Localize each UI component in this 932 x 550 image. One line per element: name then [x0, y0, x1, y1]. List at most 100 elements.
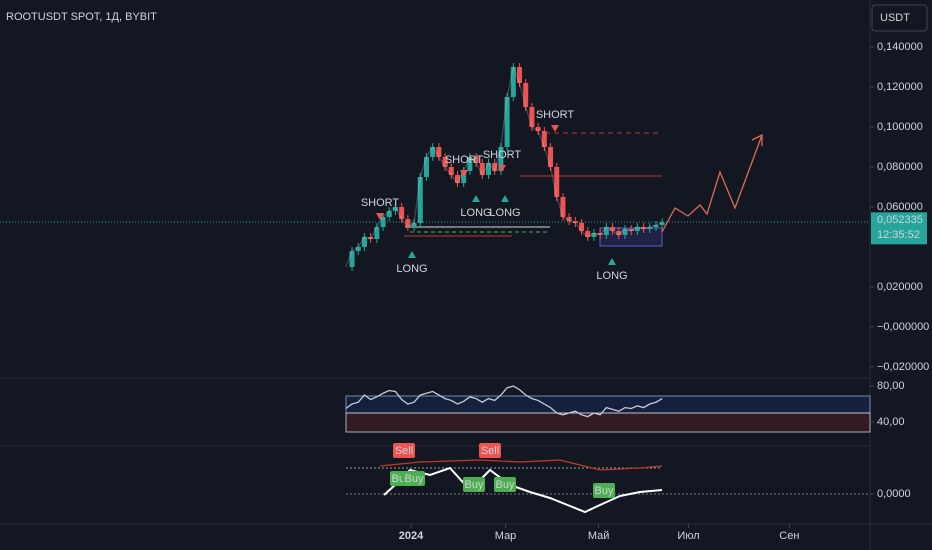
- candle: [349, 251, 355, 267]
- candle: [535, 127, 541, 131]
- chart-title: ROOTUSDT SPOT, 1Д, BYBIT: [6, 11, 157, 23]
- annotation: LONG: [489, 207, 520, 219]
- signal-box: [393, 443, 415, 458]
- x-tick-label: Май: [588, 530, 610, 542]
- currency-box[interactable]: [871, 4, 928, 32]
- candle: [417, 177, 423, 223]
- candle: [566, 217, 572, 221]
- annotation-arrow: [501, 195, 509, 202]
- candle: [423, 157, 429, 177]
- candle: [361, 237, 367, 247]
- candle: [610, 227, 616, 231]
- rsi-line: [345, 385, 663, 418]
- price-line: [345, 64, 663, 268]
- y-tick-label: 0,020000: [877, 281, 923, 293]
- x-tick-label: 2024: [399, 530, 424, 542]
- signal-box: [593, 483, 615, 498]
- candle: [486, 163, 492, 175]
- candle: [659, 222, 665, 225]
- candle: [579, 223, 585, 231]
- annotation: SHORT: [483, 149, 522, 161]
- candle: [436, 147, 442, 157]
- candle: [411, 223, 417, 227]
- candle: [492, 163, 498, 171]
- x-tick-label: Сен: [779, 530, 799, 542]
- y-tick-label: 0,120000: [877, 81, 923, 93]
- candle: [479, 163, 485, 175]
- projection: [661, 134, 763, 233]
- signal-box: [463, 477, 485, 492]
- last-price: 0,052335: [877, 214, 923, 226]
- rsi-band: [345, 395, 871, 414]
- candle: [405, 219, 411, 227]
- signal: Buy: [595, 485, 614, 497]
- countdown: 12:35:52: [877, 229, 920, 241]
- signal-box: [403, 471, 425, 486]
- candle: [448, 167, 454, 175]
- signal: Buy: [496, 479, 515, 491]
- annotation: LONG: [460, 207, 491, 219]
- candle: [597, 233, 603, 235]
- y-tick-label: 0,0000: [877, 488, 911, 500]
- annotation-arrow: [408, 251, 416, 258]
- annotation: LONG: [596, 270, 627, 282]
- candle: [641, 227, 647, 229]
- signal-box: [479, 443, 501, 458]
- candle: [523, 83, 529, 107]
- annotation-arrow: [460, 170, 468, 177]
- candle: [647, 227, 653, 229]
- candle: [392, 207, 398, 211]
- candle: [467, 157, 473, 171]
- candle: [560, 197, 566, 217]
- candle: [554, 167, 560, 197]
- signal-box: [494, 477, 516, 492]
- candle: [355, 247, 361, 251]
- y-tick-label: 0,060000: [877, 201, 923, 213]
- candle: [603, 227, 609, 235]
- y-tick-label: 0,080000: [877, 161, 923, 173]
- last-price-box: [871, 212, 927, 245]
- candle: [541, 131, 547, 147]
- annotation: SHORT: [445, 154, 484, 166]
- candle: [368, 237, 374, 239]
- y-tick-label: −0,000000: [877, 321, 929, 333]
- annotation-arrow: [608, 258, 616, 265]
- annotation-arrow: [498, 165, 506, 172]
- candle: [585, 231, 591, 237]
- candle: [380, 217, 386, 227]
- signal: Buy: [405, 473, 424, 485]
- signal: Sell: [481, 445, 499, 457]
- candle: [504, 97, 510, 147]
- y-tick-label: 0,140000: [877, 41, 923, 53]
- annotation-arrow: [472, 195, 480, 202]
- candle: [517, 67, 523, 83]
- candle: [634, 227, 640, 231]
- candle: [461, 171, 467, 183]
- signal: Sell: [395, 445, 413, 457]
- annotation-arrow: [551, 125, 559, 132]
- candle: [454, 175, 460, 183]
- candle: [628, 229, 634, 231]
- candle: [622, 229, 628, 235]
- candle: [430, 147, 436, 157]
- projection-arrow: [751, 133, 763, 146]
- candle: [510, 67, 516, 97]
- candle: [473, 157, 479, 163]
- currency: USDT: [880, 12, 910, 24]
- candle: [653, 225, 659, 227]
- oscillator-line: [379, 459, 663, 471]
- candle: [529, 107, 535, 127]
- candle: [548, 147, 554, 167]
- candle: [616, 231, 622, 235]
- annotation-arrow: [376, 213, 384, 220]
- annotation: LONG: [396, 263, 427, 275]
- y-tick-label: 0,100000: [877, 121, 923, 133]
- rsi-band: [345, 412, 871, 433]
- candle: [572, 221, 578, 223]
- x-tick-label: Июл: [677, 530, 699, 542]
- candle: [591, 233, 597, 237]
- signal: Buy: [465, 479, 484, 491]
- y-tick-label: −0,020000: [877, 361, 929, 373]
